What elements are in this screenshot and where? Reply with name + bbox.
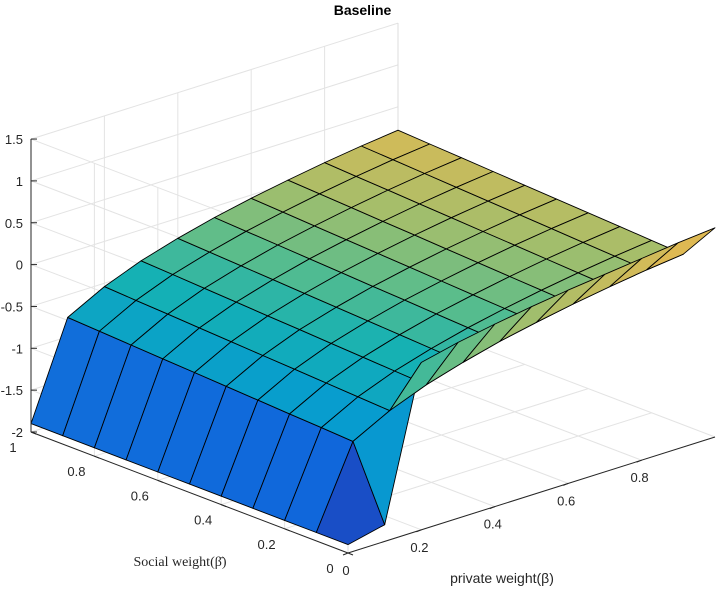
z-tick-label: -1.5 bbox=[1, 383, 23, 398]
x-tick-label: 0.2 bbox=[410, 540, 428, 555]
y-tick bbox=[347, 552, 354, 556]
x-tick-label: 0.4 bbox=[484, 517, 502, 532]
x-tick bbox=[416, 529, 422, 533]
y-axis-line bbox=[30, 431, 349, 554]
y-tick bbox=[284, 528, 290, 532]
y-axis-label: Social weight(β̄) bbox=[133, 555, 226, 570]
surface-facet bbox=[646, 227, 716, 271]
x-tick-label: 0.8 bbox=[631, 470, 649, 485]
x-tick bbox=[342, 552, 349, 556]
z-tick-label: 1.5 bbox=[5, 132, 23, 147]
x-tick-label: 0 bbox=[342, 563, 349, 578]
x-tick bbox=[563, 482, 569, 486]
chart-title: Baseline bbox=[333, 2, 392, 18]
y-tick-label: 0.6 bbox=[131, 488, 149, 503]
z-tick-label: -1 bbox=[11, 341, 23, 356]
z-tick-label: 0.5 bbox=[5, 216, 23, 231]
y-tick bbox=[157, 479, 163, 483]
z-tick-label: -0.5 bbox=[1, 299, 23, 314]
y-tick-label: 1 bbox=[9, 440, 16, 455]
z-tick-label: 1 bbox=[16, 174, 23, 189]
x-axis-label: private weight(β) bbox=[450, 570, 554, 586]
z-tick-label: 0 bbox=[16, 258, 23, 273]
y-tick-label: 0.4 bbox=[194, 513, 212, 528]
y-tick-label: 0 bbox=[326, 561, 333, 576]
x-tick bbox=[636, 459, 642, 463]
z-tick-label: -2 bbox=[11, 425, 23, 440]
x-axis-line bbox=[347, 436, 716, 554]
y-tick-label: 0.2 bbox=[258, 537, 276, 552]
x-tick-label: 0.6 bbox=[557, 493, 575, 508]
y-tick-label: 0.8 bbox=[67, 464, 85, 479]
y-tick bbox=[94, 455, 100, 459]
y-tick bbox=[221, 504, 227, 508]
x-tick bbox=[489, 506, 495, 510]
